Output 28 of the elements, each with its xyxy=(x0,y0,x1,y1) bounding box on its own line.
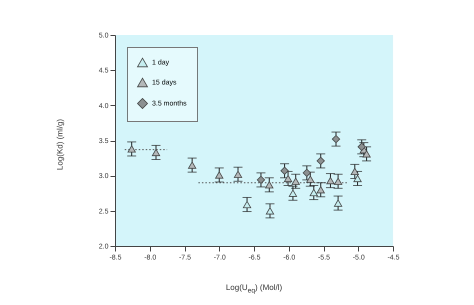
point xyxy=(152,148,160,156)
point xyxy=(362,150,371,158)
point xyxy=(350,168,359,176)
point xyxy=(310,188,318,196)
point xyxy=(334,178,342,185)
point xyxy=(302,168,311,177)
point xyxy=(316,156,325,166)
point xyxy=(358,142,366,151)
point xyxy=(288,190,298,197)
point xyxy=(334,199,342,207)
point xyxy=(242,200,252,208)
y-axis-title: Log(Kd) (ml/g) xyxy=(56,118,64,172)
point xyxy=(234,170,242,178)
point xyxy=(353,174,362,182)
point xyxy=(280,166,289,175)
point xyxy=(266,207,274,214)
point xyxy=(326,176,335,184)
point xyxy=(215,171,224,179)
point xyxy=(332,134,340,144)
point xyxy=(284,174,292,182)
point xyxy=(292,178,300,185)
point xyxy=(256,176,266,184)
point xyxy=(306,176,314,183)
point xyxy=(128,145,136,153)
point xyxy=(188,162,196,169)
point xyxy=(316,186,325,194)
point xyxy=(265,181,274,188)
x-axis-title: Log(U$_{eq}$) (Mol/l) xyxy=(224,283,284,295)
